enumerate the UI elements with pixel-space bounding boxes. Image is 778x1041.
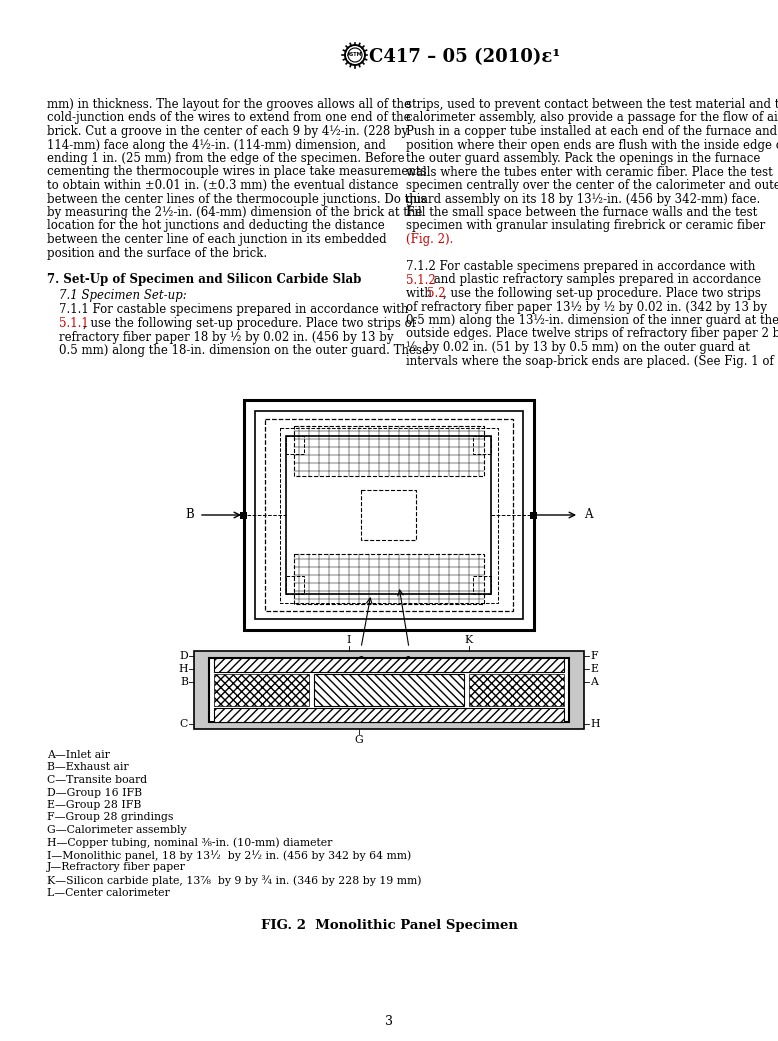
Text: I: I bbox=[347, 635, 351, 645]
Text: E: E bbox=[590, 664, 598, 674]
Bar bbox=[286, 436, 304, 454]
Text: 5.2: 5.2 bbox=[427, 287, 446, 300]
Bar bbox=[362, 490, 416, 540]
Text: J—Refractory fiber paper: J—Refractory fiber paper bbox=[47, 863, 186, 872]
Text: guard assembly on its 18 by 13½-in. (456 by 342-mm) face.: guard assembly on its 18 by 13½-in. (456… bbox=[406, 193, 760, 205]
Text: 7. Set-Up of Specimen and Silicon Carbide Slab: 7. Set-Up of Specimen and Silicon Carbid… bbox=[47, 274, 361, 286]
Text: I—Monolithic panel, 18 by 13½  by 2½ in. (456 by 342 by 64 mm): I—Monolithic panel, 18 by 13½ by 2½ in. … bbox=[47, 850, 412, 861]
Text: 5.1.1: 5.1.1 bbox=[59, 318, 89, 330]
Bar bbox=[314, 674, 464, 706]
Bar bbox=[194, 651, 584, 729]
Text: A—Inlet air: A—Inlet air bbox=[47, 750, 110, 760]
Bar bbox=[244, 400, 534, 630]
Text: with: with bbox=[406, 287, 436, 300]
Text: position and the surface of the brick.: position and the surface of the brick. bbox=[47, 247, 267, 259]
Text: 7.1 Specimen Set-up:: 7.1 Specimen Set-up: bbox=[59, 289, 187, 302]
Text: refractory fiber paper 18 by ½ by 0.02 in. (456 by 13 by: refractory fiber paper 18 by ½ by 0.02 i… bbox=[59, 330, 394, 344]
Text: strips, used to prevent contact between the test material and the: strips, used to prevent contact between … bbox=[406, 98, 778, 111]
Text: C: C bbox=[180, 719, 188, 729]
Text: B—Exhaust air: B—Exhaust air bbox=[47, 762, 128, 772]
Bar bbox=[214, 708, 564, 722]
Text: specimen with granular insulating firebrick or ceramic fiber: specimen with granular insulating firebr… bbox=[406, 220, 766, 232]
Text: 114-mm) face along the 4½-in. (114-mm) dimension, and: 114-mm) face along the 4½-in. (114-mm) d… bbox=[47, 138, 386, 152]
Text: 7.1.1 For castable specimens prepared in accordance with: 7.1.1 For castable specimens prepared in… bbox=[59, 304, 408, 316]
Bar bbox=[209, 658, 569, 722]
Text: L: L bbox=[405, 656, 413, 669]
Text: between the center line of each junction in its embedded: between the center line of each junction… bbox=[47, 233, 387, 246]
Text: Push in a copper tube installed at each end of the furnace and: Push in a copper tube installed at each … bbox=[406, 125, 777, 138]
Bar bbox=[286, 576, 304, 594]
Text: 3: 3 bbox=[385, 1015, 393, 1029]
Text: to obtain within ±0.01 in. (±0.3 mm) the eventual distance: to obtain within ±0.01 in. (±0.3 mm) the… bbox=[47, 179, 398, 192]
Bar bbox=[294, 555, 484, 605]
Text: K—Silicon carbide plate, 13⅞  by 9 by ¾ in. (346 by 228 by 19 mm): K—Silicon carbide plate, 13⅞ by 9 by ¾ i… bbox=[47, 875, 422, 886]
Text: walls where the tubes enter with ceramic fiber. Place the test: walls where the tubes enter with ceramic… bbox=[406, 166, 773, 178]
Text: , use the following set-up procedure. Place two strips: , use the following set-up procedure. Pl… bbox=[443, 287, 761, 300]
Bar bbox=[280, 428, 498, 603]
Text: intervals where the soap-brick ends are placed. (See Fig. 1 of: intervals where the soap-brick ends are … bbox=[406, 355, 774, 367]
Text: G—Calorimeter assembly: G—Calorimeter assembly bbox=[47, 826, 187, 835]
Text: G: G bbox=[355, 735, 363, 745]
Text: the outer guard assembly. Pack the openings in the furnace: the outer guard assembly. Pack the openi… bbox=[406, 152, 760, 166]
Text: specimen centrally over the center of the calorimeter and outer: specimen centrally over the center of th… bbox=[406, 179, 778, 192]
Text: 0.5 mm) along the 18-in. dimension on the outer guard. These: 0.5 mm) along the 18-in. dimension on th… bbox=[59, 344, 429, 357]
Text: Fill the small space between the furnace walls and the test: Fill the small space between the furnace… bbox=[406, 206, 757, 219]
Bar bbox=[474, 576, 492, 594]
Text: 7.1.2 For castable specimens prepared in accordance with: 7.1.2 For castable specimens prepared in… bbox=[406, 260, 755, 273]
Text: A: A bbox=[584, 508, 593, 522]
Text: mm) in thickness. The layout for the grooves allows all of the: mm) in thickness. The layout for the gro… bbox=[47, 98, 411, 111]
Text: by measuring the 2½-in. (64-mm) dimension of the brick at the: by measuring the 2½-in. (64-mm) dimensio… bbox=[47, 206, 422, 219]
Text: between the center lines of the thermocouple junctions. Do this: between the center lines of the thermoco… bbox=[47, 193, 426, 205]
Text: cold-junction ends of the wires to extend from one end of the: cold-junction ends of the wires to exten… bbox=[47, 111, 411, 125]
Bar bbox=[240, 511, 247, 518]
Text: B: B bbox=[185, 508, 194, 522]
Text: A: A bbox=[590, 677, 598, 687]
Text: C417 – 05 (2010)ε¹: C417 – 05 (2010)ε¹ bbox=[369, 48, 560, 66]
Text: L—Center calorimeter: L—Center calorimeter bbox=[47, 888, 170, 897]
Text: ASTM: ASTM bbox=[347, 52, 363, 57]
Text: (Fig. 2).: (Fig. 2). bbox=[406, 233, 454, 246]
Bar bbox=[469, 674, 564, 706]
Text: cementing the thermocouple wires in place take measurements: cementing the thermocouple wires in plac… bbox=[47, 166, 426, 178]
Text: D: D bbox=[179, 651, 188, 661]
Text: , use the following set-up procedure. Place two strips of: , use the following set-up procedure. Pl… bbox=[83, 318, 416, 330]
Text: brick. Cut a groove in the center of each 9 by 4½-in. (228 by: brick. Cut a groove in the center of eac… bbox=[47, 125, 408, 138]
Text: C—Transite board: C—Transite board bbox=[47, 775, 147, 785]
Bar bbox=[214, 674, 309, 706]
Text: calorimeter assembly, also provide a passage for the flow of air.: calorimeter assembly, also provide a pas… bbox=[406, 111, 778, 125]
Text: H—Copper tubing, nominal ⅜-in. (10-mm) diameter: H—Copper tubing, nominal ⅜-in. (10-mm) d… bbox=[47, 838, 332, 848]
Bar bbox=[255, 411, 523, 619]
Text: ½  by 0.02 in. (51 by 13 by 0.5 mm) on the outer guard at: ½ by 0.02 in. (51 by 13 by 0.5 mm) on th… bbox=[406, 341, 750, 354]
Text: of refractory fiber paper 13½ by ½ by 0.02 in. (342 by 13 by: of refractory fiber paper 13½ by ½ by 0.… bbox=[406, 301, 767, 313]
Text: E—Group 28 IFB: E—Group 28 IFB bbox=[47, 799, 142, 810]
Text: outside edges. Place twelve strips of refractory fiber paper 2 by: outside edges. Place twelve strips of re… bbox=[406, 328, 778, 340]
Text: F: F bbox=[590, 651, 598, 661]
Bar bbox=[531, 511, 538, 518]
Text: position where their open ends are flush with the inside edge of: position where their open ends are flush… bbox=[406, 138, 778, 152]
Text: location for the hot junctions and deducting the distance: location for the hot junctions and deduc… bbox=[47, 220, 385, 232]
Text: ending 1 in. (25 mm) from the edge of the specimen. Before: ending 1 in. (25 mm) from the edge of th… bbox=[47, 152, 405, 166]
Text: H: H bbox=[590, 719, 600, 729]
Text: K: K bbox=[465, 635, 473, 645]
Text: D—Group 16 IFB: D—Group 16 IFB bbox=[47, 787, 142, 797]
Text: J: J bbox=[359, 656, 363, 669]
Text: 5.1.2: 5.1.2 bbox=[406, 274, 436, 286]
Text: FIG. 2  Monolithic Panel Specimen: FIG. 2 Monolithic Panel Specimen bbox=[261, 918, 517, 932]
Bar bbox=[474, 436, 492, 454]
Text: B: B bbox=[180, 677, 188, 687]
Bar bbox=[265, 418, 513, 611]
Text: F—Group 28 grindings: F—Group 28 grindings bbox=[47, 812, 173, 822]
Bar bbox=[294, 426, 484, 476]
Text: H: H bbox=[178, 664, 188, 674]
Bar bbox=[314, 674, 464, 706]
Bar bbox=[214, 658, 564, 672]
Text: and plastic refractory samples prepared in accordance: and plastic refractory samples prepared … bbox=[430, 274, 761, 286]
Bar bbox=[286, 436, 492, 594]
Text: 0.5 mm) along the 13½-in. dimension of the inner guard at the: 0.5 mm) along the 13½-in. dimension of t… bbox=[406, 314, 778, 327]
